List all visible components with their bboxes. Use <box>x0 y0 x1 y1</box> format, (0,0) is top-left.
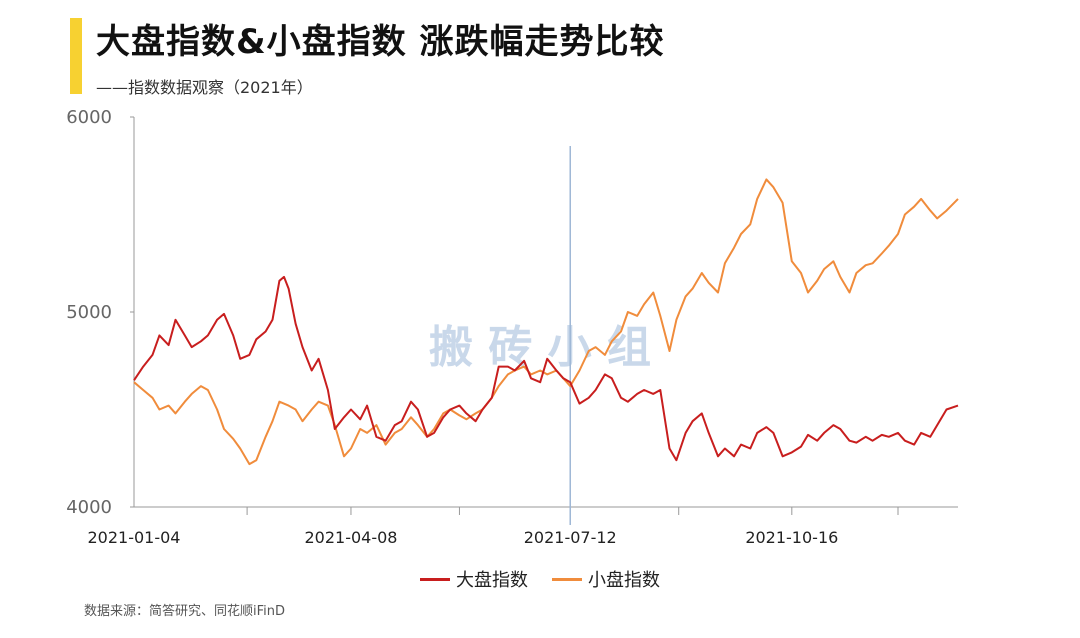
legend-label-small-cap: 小盘指数 <box>588 570 660 591</box>
x-tick-label: 2021-07-12 <box>524 528 617 547</box>
watermark: 搬 砖 小 组 <box>429 322 651 373</box>
legend-item-small-cap: 小盘指数 <box>552 566 660 592</box>
legend-swatch-large-cap <box>420 577 450 581</box>
legend-item-large-cap: 大盘指数 <box>420 566 528 592</box>
legend-swatch-small-cap <box>552 577 582 581</box>
chart-title: 大盘指数&小盘指数 涨跌幅走势比较 <box>96 22 665 62</box>
y-tick-label: 6000 <box>66 107 112 128</box>
chart-subtitle: ——指数数据观察（2021年） <box>96 78 313 97</box>
y-tick-label: 4000 <box>66 497 112 518</box>
x-tick-label: 2021-10-16 <box>745 528 838 547</box>
data-source-note: 数据来源：简答研究、同花顺iFinD <box>84 604 286 619</box>
chart-legend: 大盘指数 小盘指数 <box>0 566 1080 592</box>
series-line-large-cap <box>133 275 959 462</box>
legend-label-large-cap: 大盘指数 <box>456 570 528 591</box>
title-accent-bar <box>70 18 82 94</box>
x-tick-label: 2021-01-04 <box>88 528 181 547</box>
x-tick-label: 2021-04-08 <box>304 528 397 547</box>
y-tick-label: 5000 <box>66 302 112 323</box>
